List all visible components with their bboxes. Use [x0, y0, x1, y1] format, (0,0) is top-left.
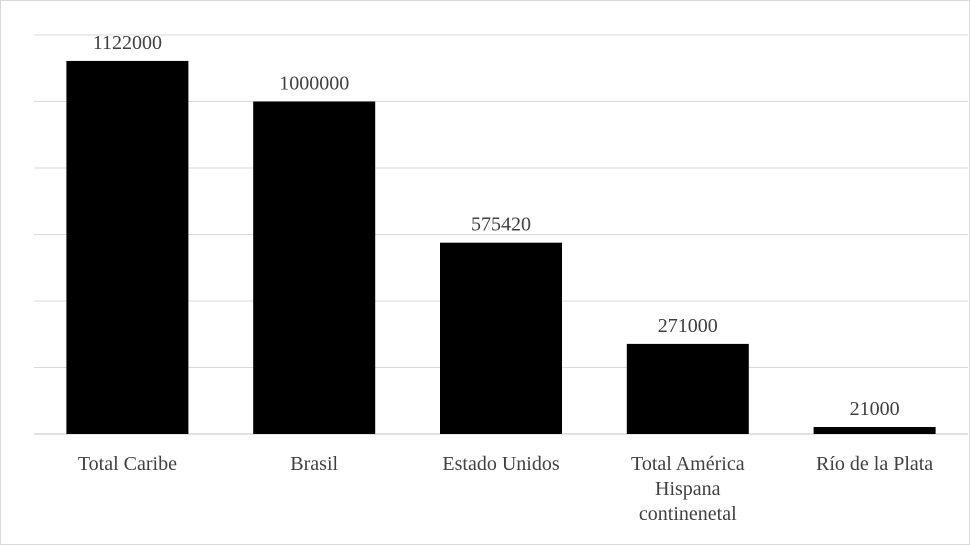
data-label: 575420 [471, 214, 531, 236]
category-label: Estado Unidos [442, 453, 559, 475]
data-label: 271000 [658, 315, 718, 337]
category-label: Total América Hispana continenetal [631, 453, 745, 525]
data-label: 1000000 [279, 73, 349, 95]
gridlines [34, 34, 968, 435]
bars [66, 60, 936, 435]
category-label: Brasil [290, 453, 338, 475]
data-label: 21000 [850, 398, 900, 420]
data-labels: 1122000 1000000 575420 271000 21000 [93, 32, 900, 420]
category-label: Total Caribe [78, 453, 177, 475]
category-labels: Total Caribe Brasil Estado Unidos Total Amé… [78, 453, 933, 525]
bar [626, 343, 749, 434]
category-label: Río de la Plata [816, 453, 933, 475]
bar [253, 101, 376, 434]
bar [440, 242, 562, 434]
data-label: 1122000 [93, 32, 162, 54]
bar [813, 427, 936, 434]
bar [66, 60, 189, 435]
